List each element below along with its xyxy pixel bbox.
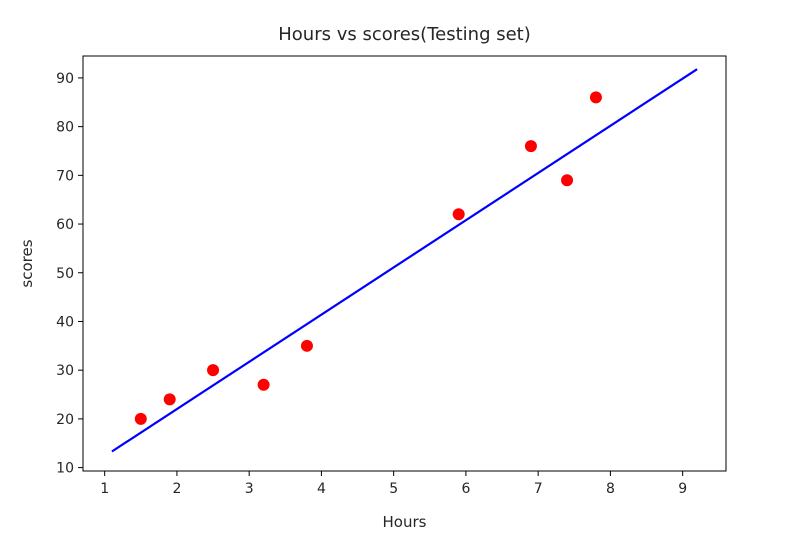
scatter-point <box>163 393 176 406</box>
scatter-point <box>524 140 537 153</box>
scatter-point <box>561 174 574 187</box>
x-tick-label: 8 <box>606 481 615 497</box>
y-tick-label: 30 <box>56 363 74 379</box>
x-tick-label: 5 <box>389 481 398 497</box>
scatter-point <box>452 208 465 221</box>
plot-frame <box>82 55 727 472</box>
y-axis-label: scores <box>18 239 36 287</box>
y-tick-label: 10 <box>56 461 74 477</box>
scatter-point <box>589 91 602 104</box>
x-tick-label: 7 <box>534 481 543 497</box>
x-tick-label: 6 <box>461 481 470 497</box>
y-tick-label: 40 <box>56 314 74 330</box>
chart-title: Hours vs scores(Testing set) <box>278 24 531 45</box>
scatter-point <box>207 364 220 377</box>
y-axis: 10 20 30 40 50 60 70 80 90 <box>56 71 83 477</box>
x-axis-label: Hours <box>383 513 427 531</box>
y-tick-label: 20 <box>56 412 74 428</box>
regression-line <box>111 68 698 453</box>
x-tick-label: 3 <box>245 481 254 497</box>
plot-area <box>83 56 726 471</box>
x-tick-label: 2 <box>172 481 181 497</box>
x-tick-label: 4 <box>317 481 326 497</box>
scatter-point <box>257 378 270 391</box>
scatter-point <box>300 339 313 352</box>
series-layer <box>111 68 698 453</box>
x-tick-label: 9 <box>678 481 687 497</box>
x-axis: 1 2 3 4 5 6 7 8 9 <box>100 471 687 497</box>
y-tick-label: 80 <box>56 120 74 136</box>
y-tick-label: 60 <box>56 217 74 233</box>
y-tick-label: 90 <box>56 71 74 87</box>
y-tick-label: 50 <box>56 266 74 282</box>
y-tick-label: 70 <box>56 168 74 184</box>
scatter-point <box>134 412 147 425</box>
x-tick-label: 1 <box>100 481 109 497</box>
